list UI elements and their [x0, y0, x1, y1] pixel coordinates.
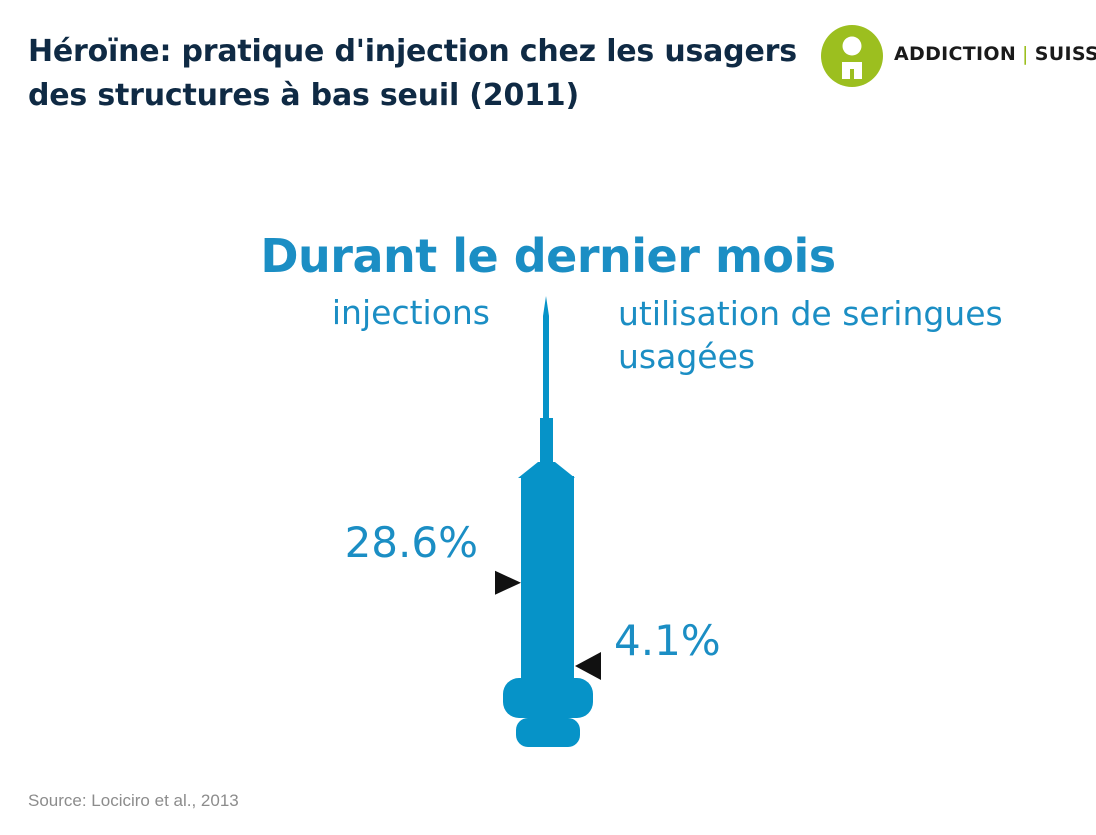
category-label-used-syringes: utilisation de seringues usagées [618, 294, 1003, 376]
logo-separator: | [1022, 43, 1029, 65]
category-label-injections: injections [331, 293, 490, 332]
syringe-icon [503, 296, 593, 747]
data-label-injections: 28.6% [344, 518, 478, 567]
source-note: Source: Lociciro et al., 2013 [28, 791, 239, 810]
logo-text-addiction: ADDICTION [894, 43, 1017, 65]
logo-icon [821, 25, 883, 87]
chart-title: Héroïne: pratique d'injection chez les u… [28, 34, 797, 113]
marker-injections [495, 570, 521, 595]
logo-text-suisse: SUISSE [1034, 43, 1096, 65]
logo-text: ADDICTION|SUISSE [894, 43, 1096, 65]
marker-used-syringes [575, 652, 601, 681]
chart-subtitle: Durant le dernier mois [260, 229, 836, 283]
data-label-used-syringes: 4.1% [614, 616, 721, 665]
logo: ADDICTION|SUISSE [820, 24, 1096, 88]
